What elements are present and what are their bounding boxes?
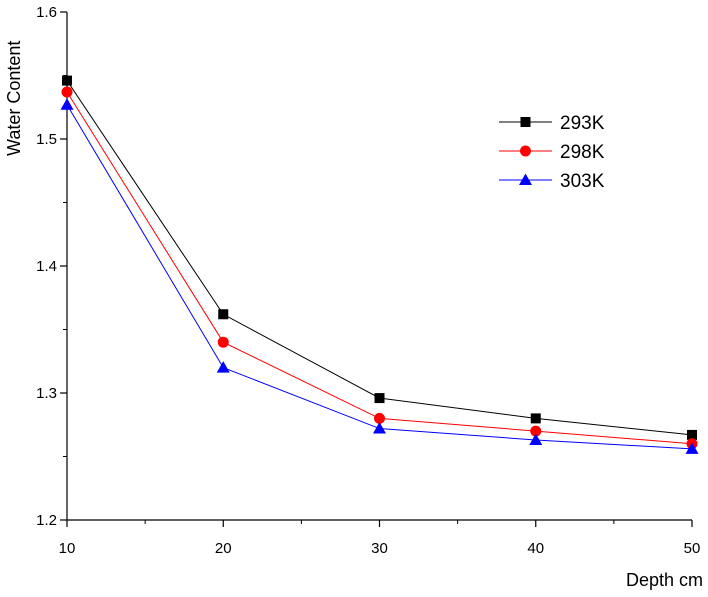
- y-tick-label: 1.6: [36, 4, 57, 21]
- legend: 293K 298K 303K: [499, 113, 605, 192]
- data-point: [530, 413, 541, 424]
- data-point: [217, 336, 229, 348]
- data-point: [530, 425, 542, 437]
- y-axis-label: Water Content: [4, 41, 24, 156]
- data-point: [216, 361, 230, 373]
- x-tick-label: 30: [371, 540, 388, 557]
- x-axis-label: Depth cm: [626, 570, 703, 590]
- legend-marker: [520, 145, 531, 157]
- data-point: [374, 412, 385, 424]
- legend-entry: 298K: [499, 142, 605, 163]
- data-point: [61, 86, 73, 98]
- data-point: [685, 442, 699, 454]
- x-tick-label: 50: [684, 540, 701, 557]
- legend-marker: [520, 117, 531, 127]
- data-point: [529, 433, 543, 445]
- y-tick-label: 1.4: [36, 258, 57, 275]
- y-tick-label: 1.3: [36, 385, 57, 402]
- legend-label: 298K: [560, 142, 605, 163]
- series-303K: [60, 98, 699, 454]
- legend-entry: 293K: [499, 113, 605, 134]
- data-point: [373, 422, 386, 434]
- data-point: [62, 75, 72, 86]
- legend-entry: 303K: [499, 171, 605, 192]
- data-point: [374, 393, 385, 404]
- data-point: [60, 98, 74, 110]
- y-tick-label: 1.5: [36, 131, 57, 148]
- y-tick-label: 1.2: [36, 512, 57, 529]
- series-layer: [60, 75, 699, 454]
- axes: 1.2 1.3 1.4 1.5 1.6 10 20 30 40 50: [36, 4, 700, 557]
- legend-marker: [519, 173, 532, 185]
- data-point: [687, 429, 697, 440]
- series-293K: [62, 75, 697, 440]
- x-tick-label: 10: [59, 540, 76, 557]
- legend-label: 303K: [560, 171, 605, 192]
- data-point: [218, 309, 229, 320]
- legend-label: 293K: [560, 113, 605, 134]
- x-tick-label: 40: [527, 540, 544, 557]
- x-tick-label: 20: [215, 540, 232, 557]
